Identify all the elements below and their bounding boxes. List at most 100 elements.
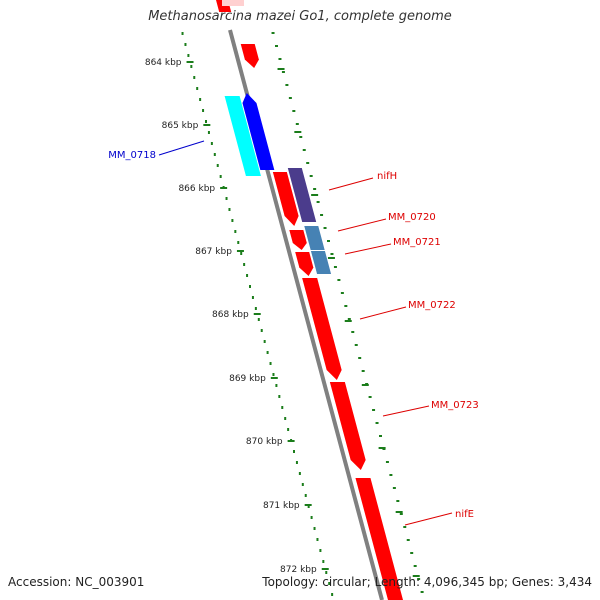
gene-label[interactable]: MM_0718 (108, 150, 156, 161)
ruler-dot (207, 131, 210, 134)
ruler-tick-label: 870 kbp (246, 437, 283, 447)
gene-MM_0718[interactable] (224, 96, 261, 176)
gene-label[interactable]: MM_0721 (393, 237, 441, 248)
ruler-tick-label: 868 kbp (212, 310, 249, 320)
ruler-dot (181, 32, 184, 35)
ruler-dot (372, 409, 376, 411)
ruler-dot (420, 591, 424, 593)
gene-shape[interactable] (295, 252, 314, 276)
gene-shape[interactable] (289, 230, 307, 250)
gene-label[interactable]: MM_0723 (431, 400, 479, 411)
ruler-tick-label: 872 kbp (280, 565, 317, 575)
length-label: Length: (374, 575, 421, 589)
ruler-dot (347, 318, 351, 320)
ruler-dot (251, 296, 254, 299)
gene-nifE[interactable] (355, 478, 403, 600)
ruler-dot (333, 266, 337, 268)
ruler-dot (344, 305, 348, 307)
leader-line (382, 405, 430, 417)
ruler-dot (368, 396, 372, 398)
leader-line (328, 177, 374, 191)
ruler-dot (266, 351, 269, 354)
accession-label: Accession: (8, 575, 72, 589)
gene-label[interactable]: MM_0722 (408, 300, 456, 311)
ruler-dot (278, 58, 282, 60)
ruler-dot (337, 279, 341, 281)
accession-info: Accession: NC_003901 (8, 575, 144, 589)
ruler-tick-label: 867 kbp (195, 247, 232, 257)
ruler-dot (243, 263, 246, 266)
map-title: Methanosarcina mazei Go1, complete genom… (148, 9, 452, 24)
ruler-dot (340, 292, 344, 294)
gene-MM_0723[interactable] (329, 382, 366, 470)
genome-stats: Topology: circular; Length: 4,096,345 bp… (262, 575, 592, 589)
ruler-dot (304, 494, 307, 497)
gene-MM_0720[interactable] (304, 226, 325, 250)
leader-line (158, 140, 205, 156)
gene-shape[interactable] (242, 93, 275, 170)
ruler-dot (190, 65, 193, 68)
ruler-dot (298, 472, 301, 475)
ruler-dot (375, 422, 379, 424)
ruler-dot (379, 435, 382, 437)
ruler-dot (187, 54, 190, 57)
ruler-dot (389, 474, 393, 476)
ruler-dot (205, 120, 207, 123)
gene-label[interactable]: MM_0720 (388, 212, 436, 223)
ruler-dot (361, 370, 365, 372)
leader-line (337, 218, 387, 232)
ruler-dot (260, 329, 263, 332)
ruler-dot (320, 214, 324, 216)
gene-MM_0721[interactable] (310, 251, 332, 274)
gene-shape[interactable] (272, 172, 299, 226)
ruler-dot (322, 560, 325, 563)
gene-nifH[interactable] (287, 168, 317, 222)
ruler-dot (210, 142, 213, 145)
ruler-dot (299, 136, 303, 138)
ruler-dot (231, 219, 234, 222)
ruler-dot (254, 307, 257, 310)
ruler-dot (288, 97, 292, 99)
gene-label[interactable]: nifH (377, 171, 397, 182)
ruler-dot (293, 450, 295, 453)
ruler-dot (313, 188, 317, 190)
ruler-dot (406, 539, 410, 541)
ruler-dot (193, 76, 196, 79)
accession-value: NC_003901 (75, 575, 145, 589)
ruler-dot (281, 71, 285, 73)
ruler-tick-label: 865 kbp (162, 121, 199, 131)
gene-shape[interactable] (240, 44, 259, 68)
ruler-tick-label: 864 kbp (145, 58, 182, 68)
gene-faded (222, 0, 244, 6)
ruler-dot (403, 526, 407, 528)
ruler-dot (240, 252, 243, 255)
ruler-dot (249, 285, 251, 288)
ruler-dot (307, 505, 310, 508)
ruler-dot (327, 240, 330, 242)
ruler-dot (295, 461, 298, 464)
leader-line (359, 306, 407, 320)
topology-label: Topology: (262, 575, 319, 589)
ruler-dot (319, 549, 322, 552)
topology-value: circular (322, 575, 367, 589)
gene-label[interactable]: nifE (455, 509, 474, 520)
ruler-dot (234, 230, 237, 233)
ruler-dot (354, 344, 358, 346)
ruler-tick-label: 866 kbp (178, 184, 215, 194)
ruler-dot (269, 362, 272, 365)
ruler-dot (237, 241, 240, 244)
ruler-dot (316, 538, 319, 541)
ruler-dot (219, 175, 222, 178)
leader-line (344, 243, 392, 255)
ruler-tick-label: 871 kbp (263, 501, 300, 511)
ruler-dot (410, 552, 414, 554)
gene-MM_0722[interactable] (302, 278, 342, 380)
ruler-dot (257, 318, 260, 321)
ruler-dot (202, 109, 205, 112)
ruler-dot (225, 197, 228, 200)
ruler-dot (385, 461, 389, 463)
ruler-dot (306, 162, 310, 164)
ruler-dot (284, 417, 287, 420)
ruler-dot (417, 578, 421, 580)
